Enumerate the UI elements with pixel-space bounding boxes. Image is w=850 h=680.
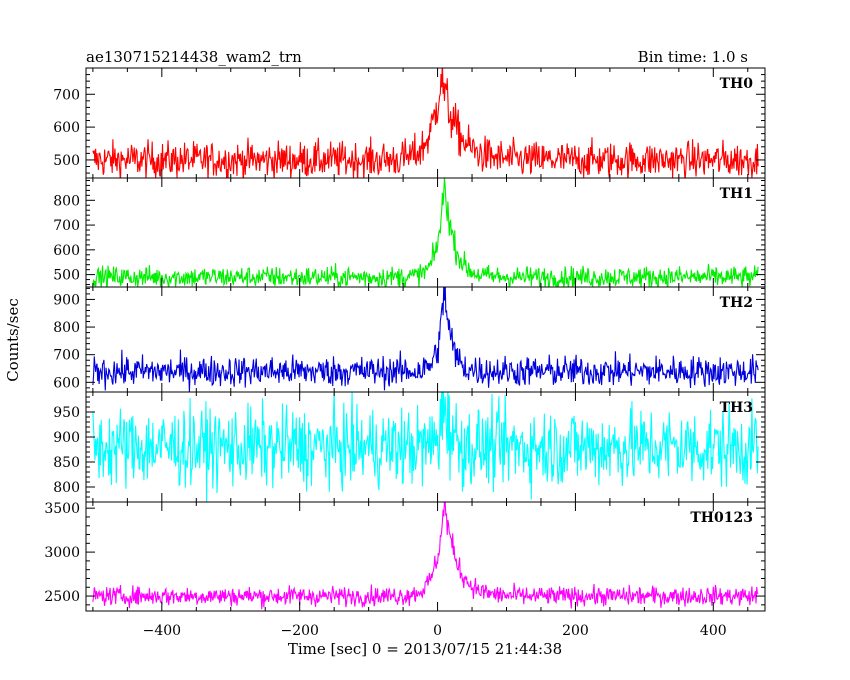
panel-th0123: 2500 3000 3500 TH0123 [44,501,766,612]
y-tick-label: 700 [53,87,80,103]
series-line-th3 [92,392,759,502]
x-tick-label: 200 [562,623,589,639]
y-tick-label: 850 [53,455,80,471]
y-tick-label: 900 [53,430,80,446]
panel-tag-th2: TH2 [720,295,753,311]
y-tick-label: 600 [53,243,80,259]
series-line-th1 [92,178,759,287]
series-line-th2 [92,287,759,392]
y-tick-label: 950 [53,405,80,421]
x-axis-label: Time [sec] 0 = 2013/07/15 21:44:38 [288,640,562,658]
y-tick-label: 700 [53,348,80,364]
y-tick-label: 900 [53,292,80,308]
panel-tag-th3: TH3 [720,400,753,416]
x-tick-label: 0 [433,623,442,639]
x-tick-label: −400 [143,623,181,639]
y-tick-label: 800 [53,193,80,209]
panel-frame [85,501,766,612]
panel-tag-th1: TH1 [720,186,753,202]
panel-th0: 500 600 700 TH0 [53,67,766,179]
panels-group: 500 600 700 TH0 500 600 700 800 TH1 600 700 800 900 T… [44,67,766,639]
panel-th1: 500 600 700 800 TH1 [53,177,766,288]
panel-tag-th0123: TH0123 [690,510,753,526]
y-tick-label: 800 [53,320,80,336]
panel-th2: 600 700 800 900 TH2 [53,286,766,393]
x-tick-label: 400 [700,623,727,639]
figure-title: ae130715214438_wam2_trn [86,48,302,66]
series-line-th0 [92,68,759,178]
y-tick-label: 3000 [44,545,80,561]
y-tick-label: 2500 [44,589,80,605]
y-tick-label: 700 [53,218,80,234]
x-tick-label: −200 [280,623,318,639]
y-tick-label: 600 [53,120,80,136]
y-tick-label: 3500 [44,501,80,517]
y-axis-label: Counts/sec [4,298,22,382]
panel-tag-th0: TH0 [720,76,754,92]
y-tick-label: 500 [53,153,80,169]
bin-time-label: Bin time: 1.0 s [638,48,748,66]
y-tick-label: 500 [53,268,80,284]
series-line-th0123 [92,502,759,610]
y-tick-label: 600 [53,375,80,391]
y-tick-label: 800 [53,480,80,496]
